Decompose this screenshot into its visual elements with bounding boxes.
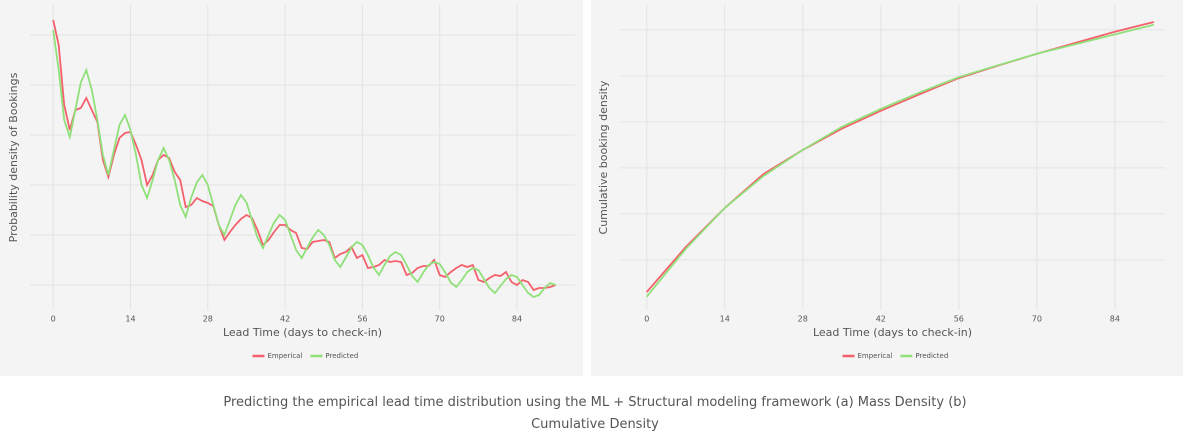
x-tick-label: 28	[798, 315, 808, 324]
x-tick-label: 14	[125, 315, 135, 324]
x-tick-label: 0	[644, 315, 649, 324]
series-line	[52, 29, 557, 299]
x-tick-label: 14	[720, 315, 730, 324]
caption: Predicting the empirical lead time distr…	[223, 395, 967, 432]
legend-label: Predicted	[325, 352, 358, 360]
y-axis-label: Probability density of Bookings	[7, 72, 20, 242]
x-axis-label: Lead Time (days to check-in)	[223, 326, 382, 339]
x-tick-label: 70	[435, 315, 445, 324]
figure: 0 14 28 42 56 70 84 Lead Time (days to check-in…	[0, 0, 1183, 376]
x-tick-label: 84	[1110, 315, 1120, 324]
y-axis-label: Cumulative booking density	[597, 80, 610, 234]
legend-label: Emperical	[268, 352, 303, 360]
panel	[591, 0, 1183, 376]
x-tick-label: 42	[876, 315, 886, 324]
x-tick-label: 84	[512, 315, 522, 324]
legend-label: Predicted	[915, 352, 948, 360]
x-tick-label: 56	[357, 315, 367, 324]
series-line	[52, 19, 557, 292]
x-tick-label: 0	[51, 315, 56, 324]
panel	[0, 0, 583, 376]
x-axis-label: Lead Time (days to check-in)	[813, 326, 972, 339]
x-tick-label: 70	[1032, 315, 1042, 324]
legend-label: Emperical	[858, 352, 893, 360]
series-line	[646, 23, 1155, 298]
x-tick-label: 28	[203, 315, 213, 324]
x-tick-label: 42	[280, 315, 290, 324]
x-tick-label: 56	[954, 315, 964, 324]
